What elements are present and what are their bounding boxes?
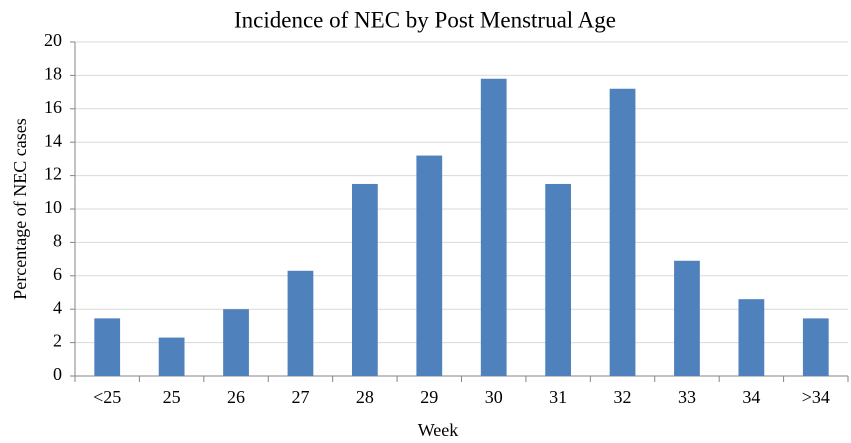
y-tick-label: 12 bbox=[44, 164, 62, 184]
x-tick-label: 33 bbox=[678, 387, 696, 407]
y-axis-label: Percentage of NEC cases bbox=[10, 118, 30, 299]
bar bbox=[674, 260, 700, 376]
bar bbox=[738, 299, 765, 376]
chart-title: Incidence of NEC by Post Menstrual Age bbox=[234, 7, 616, 32]
x-tick-label: 30 bbox=[485, 387, 503, 407]
bar bbox=[480, 78, 507, 377]
bar bbox=[609, 88, 636, 376]
bar bbox=[158, 337, 185, 376]
bar bbox=[351, 183, 378, 376]
x-tick-label: 31 bbox=[549, 387, 567, 407]
y-tick-label: 8 bbox=[53, 231, 62, 251]
bar bbox=[545, 183, 572, 376]
x-tick-label: 28 bbox=[356, 387, 374, 407]
x-tick-label: <25 bbox=[93, 387, 121, 407]
bar bbox=[287, 270, 314, 376]
x-tick-label: 26 bbox=[227, 387, 245, 407]
y-tick-label: 2 bbox=[53, 331, 62, 351]
x-axis-label: Week bbox=[418, 420, 459, 440]
x-tick-label: 34 bbox=[742, 387, 760, 407]
x-tick-label: 25 bbox=[163, 387, 181, 407]
x-tick-label: 32 bbox=[614, 387, 632, 407]
y-tick-label: 6 bbox=[53, 264, 62, 284]
y-tick-label: 10 bbox=[44, 197, 62, 217]
y-tick-label: 0 bbox=[53, 364, 62, 384]
y-tick-label: 4 bbox=[53, 297, 62, 317]
bar bbox=[416, 155, 443, 376]
y-tick-label: 18 bbox=[44, 64, 62, 84]
x-tick-label: 29 bbox=[420, 387, 438, 407]
bar bbox=[223, 309, 249, 376]
bar bbox=[94, 318, 121, 376]
x-tick-label: 27 bbox=[291, 387, 309, 407]
y-tick-label: 16 bbox=[44, 97, 62, 117]
y-tick-label: 14 bbox=[44, 130, 62, 150]
x-tick-label: >34 bbox=[802, 387, 830, 407]
bar bbox=[802, 318, 829, 376]
y-tick-label: 20 bbox=[44, 30, 62, 50]
